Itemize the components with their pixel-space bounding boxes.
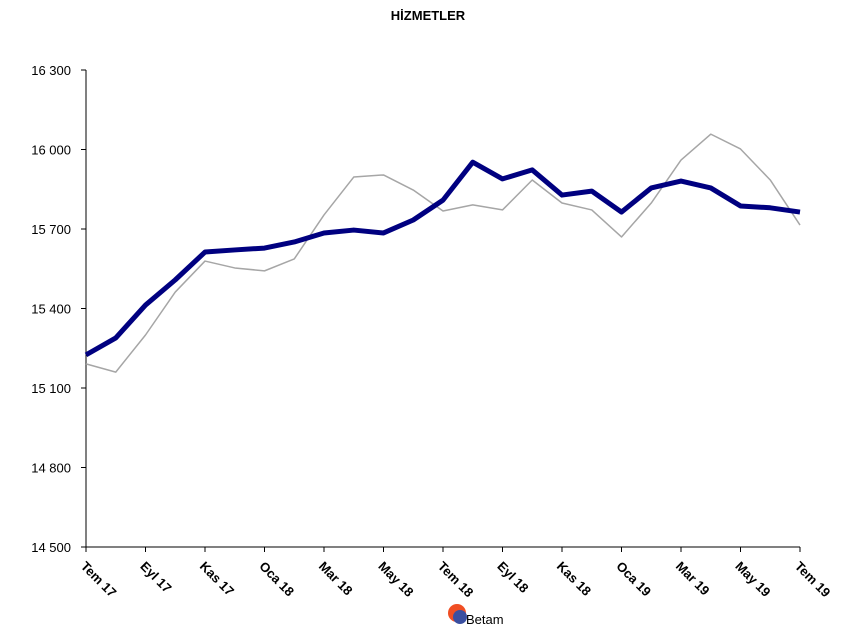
line bbox=[85, 133, 801, 373]
y-tick-label: 14 800 bbox=[31, 461, 71, 476]
logo: Betam bbox=[448, 604, 504, 627]
y-tick-label: 15 700 bbox=[31, 222, 71, 237]
x-tick-label: Mar 19 bbox=[673, 559, 713, 599]
x-tick-label: Kas 18 bbox=[554, 559, 594, 599]
x-tick-label: Eyl 18 bbox=[494, 559, 531, 596]
logo-text: Betam bbox=[466, 612, 504, 627]
y-tick-label: 14 500 bbox=[31, 540, 71, 555]
x-tick-label: Eyl 17 bbox=[137, 559, 174, 596]
logo-icon bbox=[453, 610, 467, 624]
x-tick-label: Tem 17 bbox=[78, 559, 120, 601]
x-tick-label: May 18 bbox=[375, 559, 416, 600]
y-tick-label: 15 400 bbox=[31, 302, 71, 317]
x-tick-label: Tem 18 bbox=[435, 559, 477, 601]
x-tick-label: Tem 19 bbox=[792, 559, 834, 601]
x-tick-label: May 19 bbox=[732, 559, 773, 600]
y-tick-label: 16 000 bbox=[31, 143, 71, 158]
y-tick-label: 15 100 bbox=[31, 381, 71, 396]
x-tick-label: Mar 18 bbox=[316, 559, 356, 599]
x-tick-label: Kas 17 bbox=[197, 559, 237, 599]
x-tick-label: Oca 19 bbox=[613, 559, 654, 600]
y-tick-label: 16 300 bbox=[31, 63, 71, 78]
x-tick-label: Oca 18 bbox=[256, 559, 297, 600]
line bbox=[84, 159, 801, 358]
chart-title: HİZMETLER bbox=[391, 8, 466, 23]
